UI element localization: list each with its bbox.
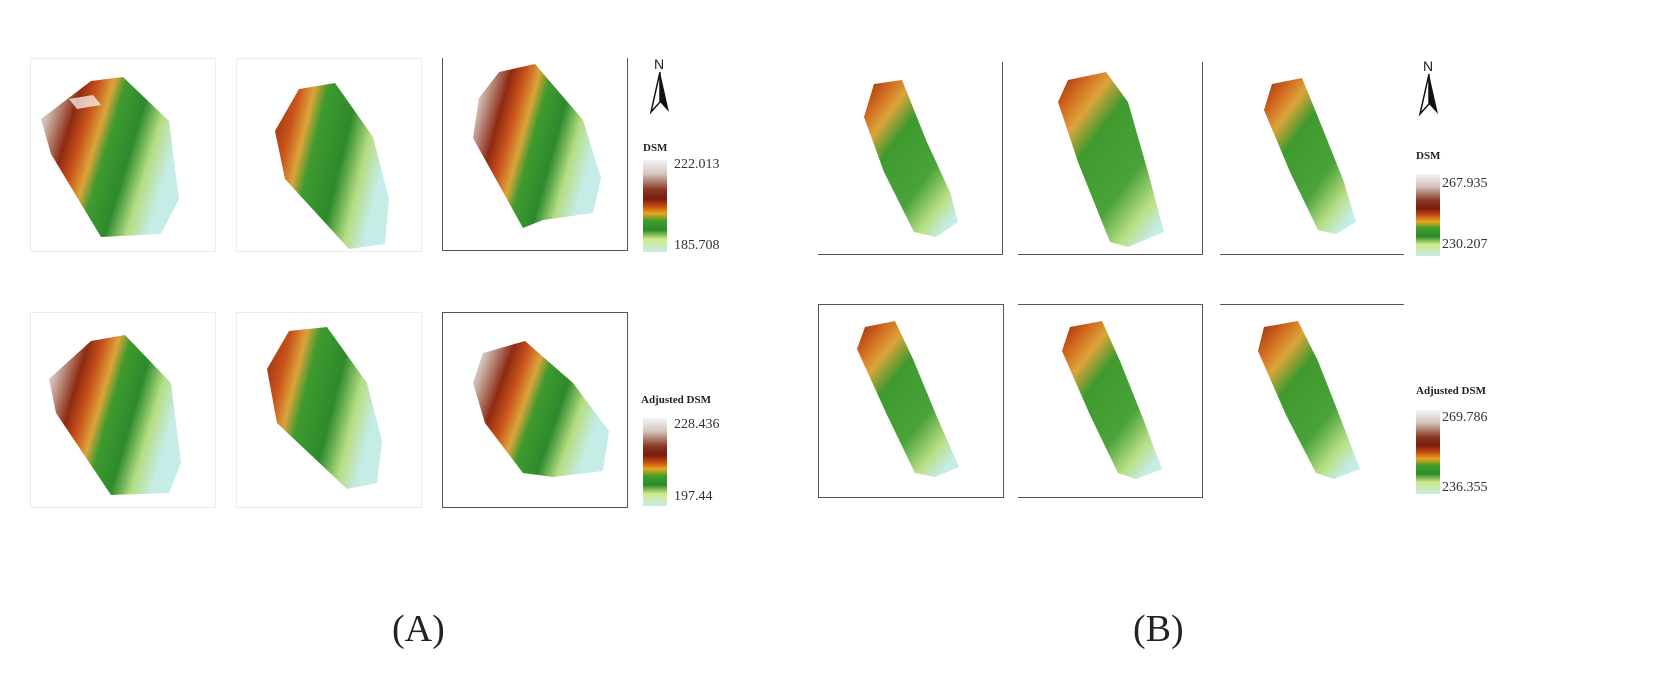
dsm-legend-max: 222.013 <box>674 157 720 172</box>
adjusted-raster-shape <box>857 321 959 477</box>
panel-b-dsm-map-3 <box>1220 62 1404 255</box>
panel-a-dsm-map-1 <box>30 58 216 252</box>
adjusted-raster-shape <box>1258 321 1360 479</box>
adjusted-dsm-legend-colorbar <box>1416 410 1440 494</box>
adjusted-dsm-legend-max: 228.436 <box>674 417 720 432</box>
panel-b-adjusted-map-3 <box>1220 304 1404 497</box>
north-label: N <box>1423 58 1434 74</box>
adjusted-dsm-legend-min: 197.44 <box>674 489 713 504</box>
dsm-raster-shape <box>275 83 389 249</box>
dsm-legend-colorbar <box>1416 174 1440 256</box>
dsm-raster-shape <box>864 80 958 237</box>
north-label: N <box>654 56 665 72</box>
panel-a-adjusted-map-3 <box>442 312 628 508</box>
dsm-legend-title: DSM <box>1416 150 1441 162</box>
adjusted-raster-shape <box>1062 321 1162 479</box>
dsm-raster-shape <box>473 64 601 228</box>
adjusted-dsm-legend-title: Adjusted DSM <box>641 394 711 406</box>
panel-b-dsm-map-1 <box>818 62 1003 255</box>
adjusted-dsm-legend-max: 269.786 <box>1442 410 1488 425</box>
adjusted-dsm-legend-min: 236.355 <box>1442 480 1488 495</box>
adjusted-raster-shape <box>267 327 382 489</box>
adjusted-dsm-legend-title: Adjusted DSM <box>1416 385 1486 397</box>
panel-a-adjusted-map-1 <box>30 312 216 508</box>
dsm-raster-shape <box>41 77 179 237</box>
panel-b-caption: (B) <box>1133 608 1184 650</box>
panel-b-adjusted-map-1 <box>818 304 1004 498</box>
dsm-legend-min: 185.708 <box>674 238 720 253</box>
dsm-legend-colorbar <box>643 160 667 252</box>
north-arrow-icon: N <box>1414 58 1444 120</box>
dsm-raster-shape <box>1058 72 1164 247</box>
panel-a-dsm-map-3 <box>442 58 628 251</box>
dsm-legend-title: DSM <box>643 142 668 154</box>
adjusted-dsm-legend-colorbar <box>643 418 667 506</box>
panel-a-caption: (A) <box>392 608 445 650</box>
adjusted-raster-shape <box>49 335 181 495</box>
dsm-legend-max: 267.935 <box>1442 176 1488 191</box>
north-arrow-icon: N <box>645 56 675 118</box>
panel-a-adjusted-map-2 <box>236 312 422 508</box>
dsm-legend-min: 230.207 <box>1442 237 1488 252</box>
panel-a-dsm-map-2 <box>236 58 422 252</box>
adjusted-raster-shape <box>473 341 609 477</box>
panel-b-adjusted-map-2 <box>1018 304 1203 498</box>
dsm-raster-shape <box>1264 78 1356 234</box>
panel-b-dsm-map-2 <box>1018 62 1203 255</box>
